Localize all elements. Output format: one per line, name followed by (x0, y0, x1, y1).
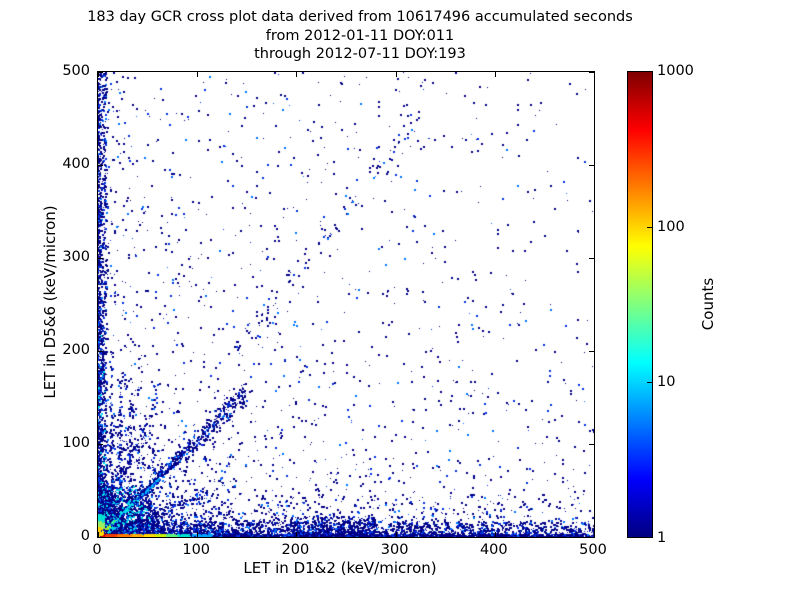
tick-mark (296, 72, 297, 77)
colorbar-tick-label: 100 (657, 218, 685, 235)
chart-title-line-3: through 2012-07-11 DOY:193 (254, 46, 466, 62)
scatter-canvas (98, 72, 594, 537)
tick-mark (396, 72, 397, 77)
colorbar-tick-mark (647, 227, 652, 228)
tick-mark (98, 72, 103, 73)
chart-title-line-1: 183 day GCR cross plot data derived from… (87, 9, 633, 25)
tick-mark (296, 532, 297, 537)
chart-title: 183 day GCR cross plot data derived from… (55, 8, 665, 64)
tick-mark (589, 165, 594, 166)
tick-mark (197, 72, 198, 77)
y-tick-label: 300 (62, 249, 90, 265)
y-tick-label: 100 (62, 435, 90, 451)
tick-mark (495, 532, 496, 537)
plot-area (97, 71, 595, 538)
y-axis-label: LET in D5&6 (keV/micron) (41, 205, 59, 399)
x-axis-label: LET in D1&2 (keV/micron) (243, 559, 437, 577)
colorbar-tick-label: 10 (657, 374, 676, 391)
y-tick-label: 200 (62, 342, 90, 358)
tick-mark (98, 537, 103, 538)
tick-mark (98, 351, 103, 352)
colorbar (627, 71, 653, 538)
tick-mark (589, 444, 594, 445)
x-tick-label: 500 (579, 542, 607, 558)
tick-mark (589, 351, 594, 352)
tick-mark (594, 72, 595, 77)
x-tick-label: 300 (380, 542, 409, 558)
tick-mark (98, 532, 99, 537)
tick-mark (197, 532, 198, 537)
x-tick-label: 400 (479, 542, 508, 558)
tick-mark (98, 165, 103, 166)
tick-mark (589, 537, 594, 538)
x-tick-label: 100 (182, 542, 211, 558)
tick-mark (594, 532, 595, 537)
y-tick-label: 400 (62, 156, 90, 172)
tick-mark (495, 72, 496, 77)
tick-mark (396, 532, 397, 537)
x-tick-label: 200 (281, 542, 310, 558)
colorbar-label: Counts (699, 277, 717, 331)
tick-mark (98, 444, 103, 445)
tick-mark (589, 72, 594, 73)
chart-title-line-2: from 2012-01-11 DOY:011 (265, 27, 455, 44)
tick-mark (98, 72, 99, 77)
tick-mark (98, 258, 103, 259)
colorbar-tick-label: 1000 (657, 63, 694, 79)
tick-mark (589, 258, 594, 259)
y-tick-label: 500 (62, 63, 90, 79)
colorbar-tick-label: 1 (657, 530, 667, 546)
colorbar-tick-mark (647, 382, 652, 383)
x-tick-label: 0 (92, 542, 102, 558)
y-tick-label: 0 (80, 528, 90, 544)
